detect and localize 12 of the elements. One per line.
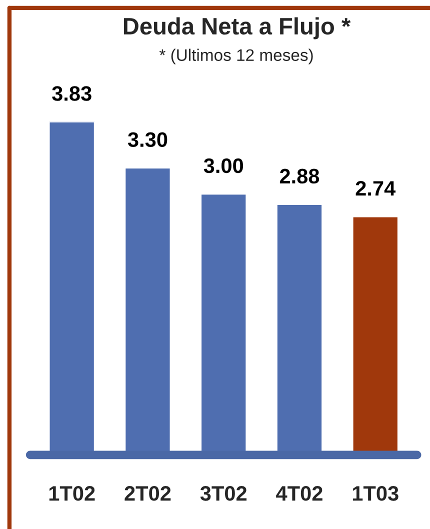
data-label: 3.00 <box>204 158 244 174</box>
data-label: 3.83 <box>52 86 92 101</box>
x-tick-label: 1T03 <box>352 486 398 501</box>
x-tick-label: 2T02 <box>124 486 171 501</box>
chart-subtitle: * (Ultimos 12 meses) <box>159 48 313 64</box>
data-label: 2.88 <box>280 168 320 184</box>
data-label: 3.30 <box>128 132 168 148</box>
x-tick-label: 1T02 <box>49 486 95 501</box>
chart-title: Deuda Neta a Flujo * <box>124 17 351 40</box>
x-tick-label: 3T02 <box>200 486 247 501</box>
data-label: 2.74 <box>356 180 396 196</box>
x-tick-label: 4T02 <box>276 486 322 501</box>
